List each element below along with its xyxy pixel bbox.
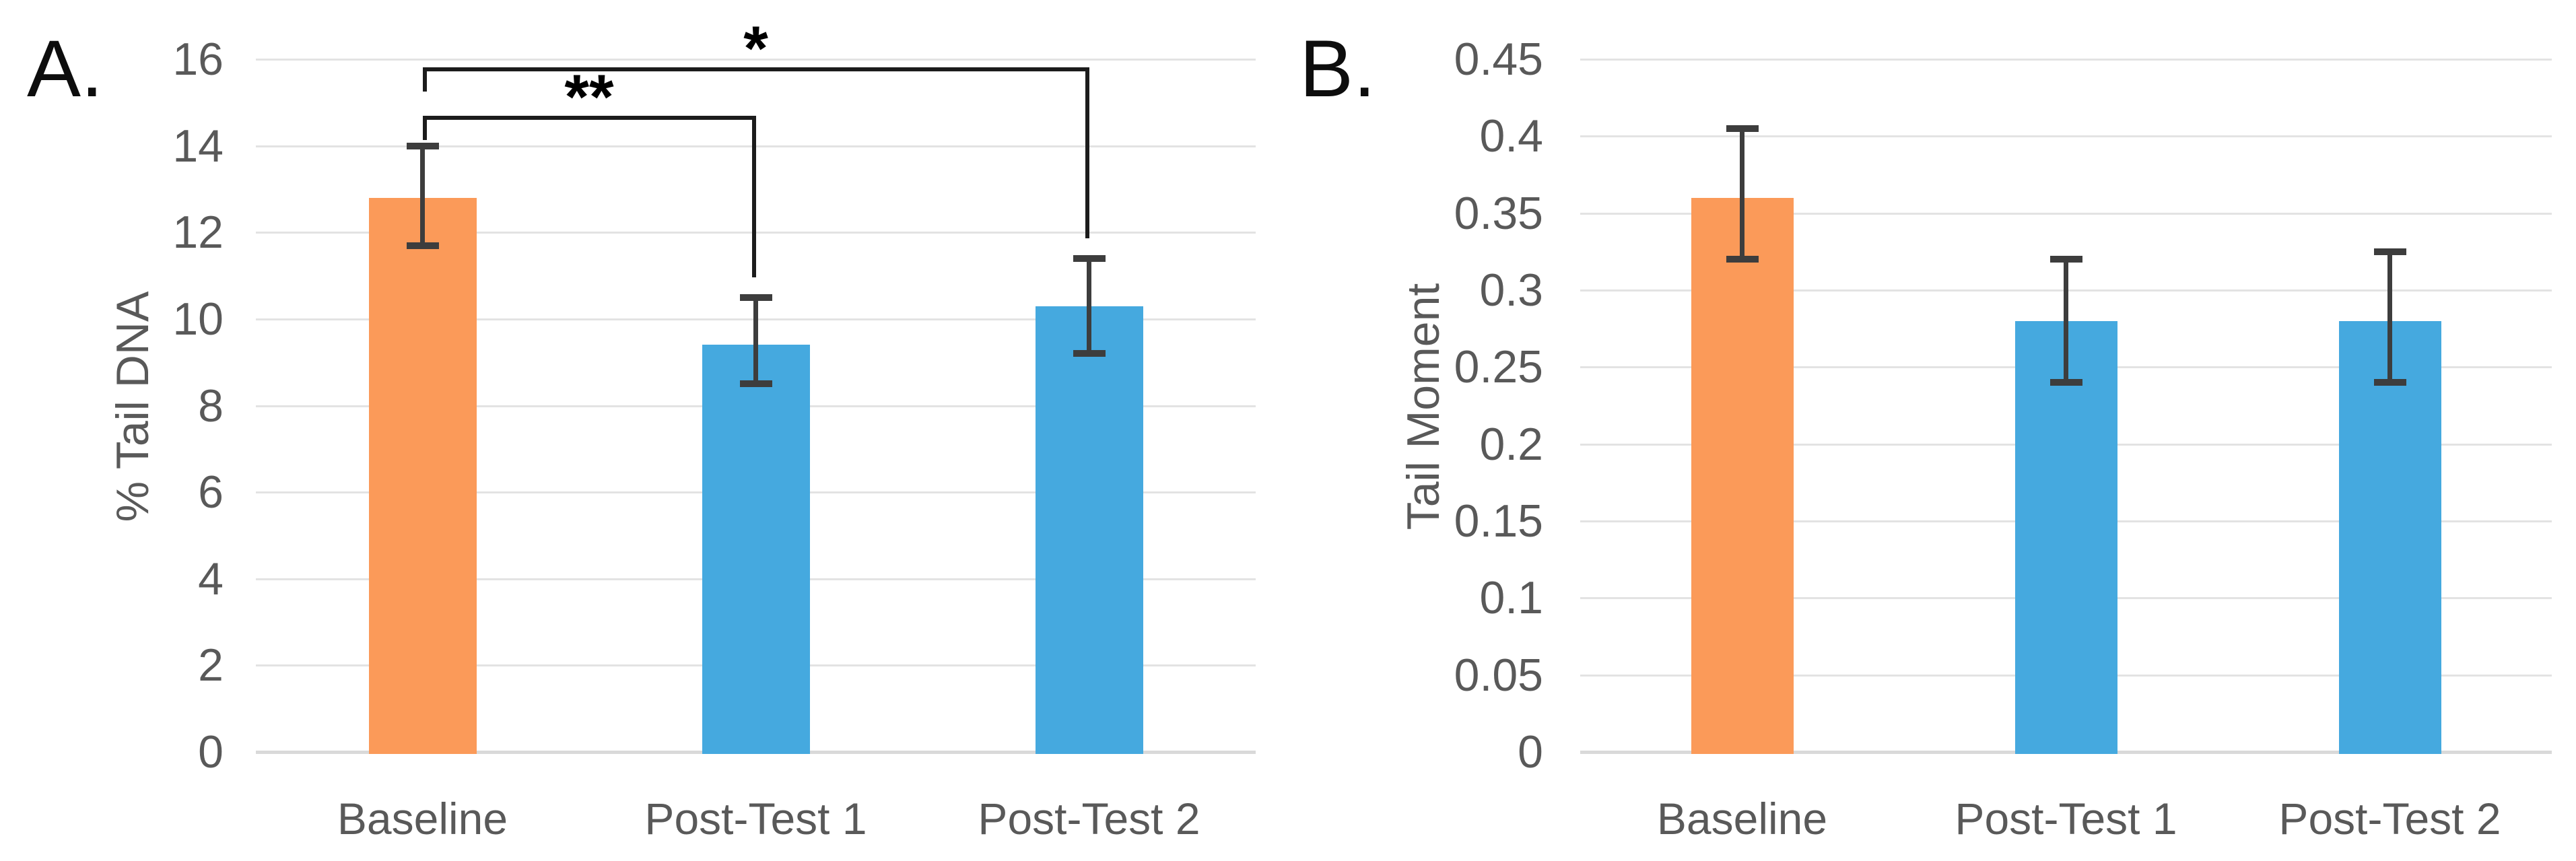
- significance-bracket-bar: [422, 116, 756, 120]
- gridline: [1580, 212, 2552, 215]
- y-tick-label: 0: [198, 726, 224, 778]
- y-tick-label: 2: [198, 640, 224, 691]
- error-bar-cap-bottom: [2373, 379, 2406, 386]
- significance-bracket-left-drop: [422, 67, 427, 92]
- y-tick-label: 0.3: [1479, 265, 1543, 316]
- error-bar-cap-top: [2049, 256, 2082, 263]
- error-bar-cap-top: [1726, 125, 1759, 132]
- gridline: [1580, 135, 2552, 138]
- x-category-label: Baseline: [337, 794, 508, 843]
- x-category-label: Post-Test 2: [978, 794, 1200, 843]
- panel-a-letter: A.: [27, 24, 104, 114]
- gridline: [256, 145, 1256, 147]
- y-tick-label: 16: [172, 34, 224, 85]
- error-bar-line: [420, 145, 425, 246]
- significance-bracket-bar: [422, 67, 1089, 71]
- error-bar-line: [753, 297, 758, 384]
- panel-b-letter: B.: [1299, 24, 1376, 114]
- error-bar-cap-top: [739, 294, 772, 301]
- x-category-label: Post-Test 1: [1955, 794, 2177, 843]
- y-tick-label: 0.45: [1454, 34, 1543, 85]
- panel-b-y-axis-title: Tail Moment: [1398, 283, 1449, 530]
- error-bar-cap-top: [1073, 254, 1106, 262]
- x-category-label: Post-Test 1: [644, 794, 867, 843]
- error-bar-cap-bottom: [1726, 256, 1759, 263]
- y-tick-label: 0.25: [1454, 341, 1543, 393]
- y-tick-label: 6: [198, 467, 224, 518]
- y-tick-label: 10: [172, 293, 224, 345]
- bar-post-test-2: [2338, 320, 2441, 754]
- y-tick-label: 0.4: [1479, 110, 1543, 162]
- gridline: [256, 232, 1256, 234]
- significance-bracket-left-drop: [422, 116, 427, 140]
- y-tick-label: 12: [172, 207, 224, 259]
- error-bar-cap-top: [406, 142, 439, 149]
- y-tick-label: 14: [172, 120, 224, 172]
- significance-bracket-right-drop: [1085, 67, 1089, 238]
- error-bar-line: [2064, 259, 2068, 383]
- error-bar-cap-bottom: [406, 242, 439, 249]
- y-tick-label: 0: [1518, 726, 1543, 778]
- bar-post-test-1: [702, 345, 810, 754]
- error-bar-cap-top: [2373, 248, 2406, 255]
- x-category-label: Baseline: [1656, 794, 1828, 843]
- y-tick-label: 0.15: [1454, 495, 1543, 547]
- error-bar-line: [1087, 258, 1091, 354]
- significance-bracket-right-drop: [751, 116, 756, 277]
- gridline: [1580, 59, 2552, 61]
- y-tick-label: 8: [198, 380, 224, 432]
- error-bar-cap-bottom: [1073, 350, 1106, 357]
- error-bar-line: [1740, 128, 1744, 260]
- bar-post-test-1: [2014, 320, 2117, 754]
- error-bar-cap-bottom: [739, 380, 772, 388]
- y-tick-label: 4: [198, 553, 224, 605]
- x-category-label: Post-Test 2: [2278, 794, 2501, 843]
- gridline: [256, 59, 1256, 61]
- error-bar-cap-bottom: [2049, 379, 2082, 386]
- bar-baseline: [368, 197, 477, 754]
- y-tick-label: 0.2: [1479, 418, 1543, 470]
- y-tick-label: 0.35: [1454, 187, 1543, 239]
- bar-post-test-2: [1035, 306, 1143, 754]
- y-tick-label: 0.05: [1454, 649, 1543, 701]
- bar-baseline: [1691, 197, 1794, 754]
- y-tick-label: 0.1: [1479, 572, 1543, 624]
- error-bar-line: [2387, 251, 2392, 383]
